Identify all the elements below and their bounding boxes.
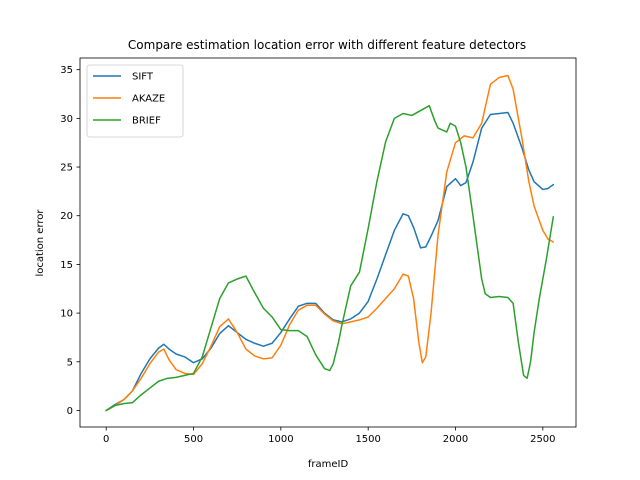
y-tick-label: 30 [60, 114, 73, 125]
plot-area [105, 74, 555, 412]
x-tick-label: 2000 [443, 434, 468, 445]
x-tick-label: 1000 [268, 434, 293, 445]
axes-frame [79, 57, 577, 428]
legend-label-sift: SIFT [132, 72, 154, 83]
legend-label-brief: BRIEF [132, 116, 161, 127]
legend-box [86, 64, 184, 138]
series-line-brief [105, 104, 555, 412]
chart-title: Compare estimation location error with d… [128, 38, 526, 52]
y-tick-label: 35 [60, 65, 73, 76]
y-tick-label: 10 [60, 309, 73, 320]
x-tick-label: 2500 [530, 434, 555, 445]
series-line-sift [105, 111, 555, 412]
y-axis-label: location error [35, 209, 46, 277]
x-tick-label: 0 [103, 434, 109, 445]
series-line-akaze [105, 74, 555, 412]
legend-label-akaze: AKAZE [132, 94, 165, 105]
y-tick-label: 15 [60, 260, 73, 271]
y-tick-label: 25 [60, 163, 73, 174]
x-axis-label: frameID [308, 459, 349, 470]
legend: SIFT AKAZE BRIEF [86, 64, 184, 138]
x-tick-label: 1500 [355, 434, 380, 445]
x-tick-label: 500 [184, 434, 203, 445]
y-tick-label: 0 [67, 406, 73, 417]
y-tick-label: 5 [67, 357, 73, 368]
y-tick-label: 20 [60, 211, 73, 222]
axes: 0 500 1000 1500 2000 2500 0 5 10 15 20 25 30 35 [60, 57, 577, 445]
